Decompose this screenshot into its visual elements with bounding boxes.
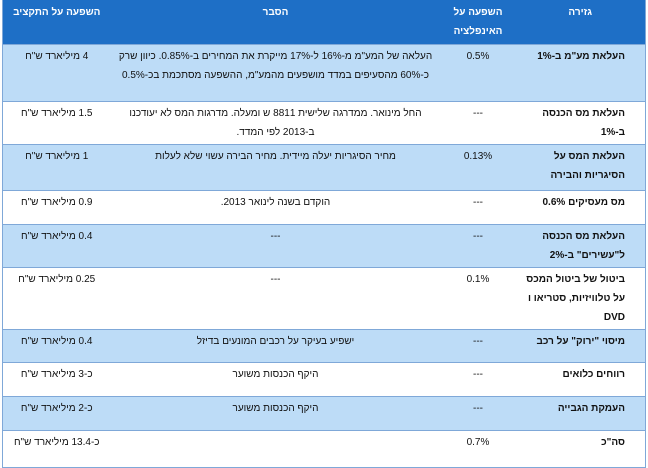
cell-inflation: --- bbox=[440, 224, 516, 268]
table-row: העמקת הגבייה --- היקף הכנסות משוער כ-2 מילי… bbox=[2, 396, 646, 431]
header-budget: השפעה על התקציב bbox=[2, 0, 111, 45]
cell-name: ביטול של ביטול המכס על טלוויזיות, סטריאו… bbox=[515, 267, 646, 330]
cell-budget: 0.25 מיליארד ש"ח bbox=[2, 267, 111, 330]
cell-name: העלאת המס על הסיגריות והבירה bbox=[515, 144, 646, 191]
cell-inflation: 0.7% bbox=[440, 430, 516, 468]
cell-explanation: החל מינואר. ממדרגה שלישית 8811 ש ומעלה. … bbox=[110, 101, 441, 145]
table-row: העלאת מע"מ ב-1% 0.5% העלאה של המע"מ מ-16% … bbox=[2, 44, 646, 102]
cell-budget: כ-2 מיליארד ש"ח bbox=[2, 396, 111, 431]
cell-name: העלאת מע"מ ב-1% bbox=[515, 44, 646, 102]
cell-name: סה"כ bbox=[515, 430, 646, 468]
cell-budget: 0.4 מיליארד ש"ח bbox=[2, 329, 111, 363]
cell-inflation: --- bbox=[440, 329, 516, 363]
cell-budget: 4 מיליארד ש"ח bbox=[2, 44, 111, 102]
cell-inflation: 0.5% bbox=[440, 44, 516, 102]
cell-inflation: --- bbox=[440, 362, 516, 397]
header-explanation: הסבר bbox=[110, 0, 441, 45]
cell-explanation: --- bbox=[110, 267, 441, 330]
cell-explanation bbox=[110, 430, 441, 468]
cell-inflation: --- bbox=[440, 190, 516, 225]
cell-explanation: ישפיע בעיקר על רכבים המונעים בדיזל bbox=[110, 329, 441, 363]
cell-explanation: --- bbox=[110, 224, 441, 268]
cell-explanation: היקף הכנסות משוער bbox=[110, 362, 441, 397]
cell-budget: 0.9 מיליארד ש"ח bbox=[2, 190, 111, 225]
cell-name: מיסוי "ירוק" על רכב bbox=[515, 329, 646, 363]
cell-budget: 0.4 מיליארד ש"ח bbox=[2, 224, 111, 268]
cell-budget: 1 מיליארד ש"ח bbox=[2, 144, 111, 191]
header-inflation: השפעה על האינפלציה bbox=[440, 0, 516, 45]
cell-explanation: מחיר הסיגריות יעלה מיידית. מחיר הבירה עש… bbox=[110, 144, 441, 191]
cell-name: מס מעסיקים 0.6% bbox=[515, 190, 646, 225]
cell-explanation: היקף הכנסות משוער bbox=[110, 396, 441, 431]
cell-name: העמקת הגבייה bbox=[515, 396, 646, 431]
cell-inflation: --- bbox=[440, 101, 516, 145]
cell-budget: 1.5 מיליארד ש"ח bbox=[2, 101, 111, 145]
cell-name: העלאת מס הכנסה ב-1% bbox=[515, 101, 646, 145]
table-row: רווחים כלואים --- היקף הכנסות משוער כ-3 מיל… bbox=[2, 362, 646, 397]
table-row: מס מעסיקים 0.6% --- הוקדם בשנה לינואר 2013… bbox=[2, 190, 646, 225]
header-name: גזירה bbox=[515, 0, 646, 45]
cell-inflation: 0.13% bbox=[440, 144, 516, 191]
table-row: מיסוי "ירוק" על רכב --- ישפיע בעיקר על רכב… bbox=[2, 329, 646, 363]
cell-budget: כ-3 מיליארד ש"ח bbox=[2, 362, 111, 397]
table-row: ביטול של ביטול המכס על טלוויזיות, סטריאו… bbox=[2, 267, 646, 330]
table-row: העלאת מס הכנסה ל"עשירים" ב-2% --- --- 0.4 מ… bbox=[2, 224, 646, 268]
cell-budget: כ-13.4 מיליארד ש"ח bbox=[2, 430, 111, 468]
cell-inflation: 0.1% bbox=[440, 267, 516, 330]
table-row: העלאת המס על הסיגריות והבירה 0.13% מחיר הס… bbox=[2, 144, 646, 191]
cell-inflation: --- bbox=[440, 396, 516, 431]
table-row: סה"כ 0.7% כ-13.4 מיליארד ש"ח bbox=[2, 430, 646, 468]
cell-name: רווחים כלואים bbox=[515, 362, 646, 397]
cell-explanation: העלאה של המע"מ מ-16% ל-17% מייקרת את המח… bbox=[110, 44, 441, 102]
cell-name: העלאת מס הכנסה ל"עשירים" ב-2% bbox=[515, 224, 646, 268]
cell-explanation: הוקדם בשנה לינואר 2013. bbox=[110, 190, 441, 225]
header-row: גזירה השפעה על האינפלציה הסבר השפעה על ה… bbox=[2, 0, 646, 45]
table-row: העלאת מס הכנסה ב-1% --- החל מינואר. ממדרגה… bbox=[2, 101, 646, 145]
